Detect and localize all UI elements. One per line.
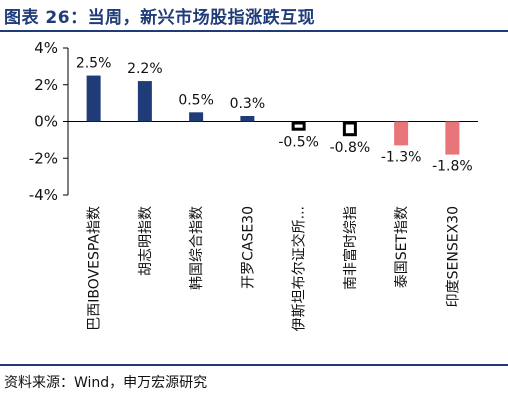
category-label: 伊斯坦布尔证交所... bbox=[291, 206, 308, 331]
data-label: 2.5% bbox=[76, 56, 112, 72]
bar bbox=[394, 121, 409, 146]
data-label: -0.8% bbox=[330, 140, 371, 156]
category-label: 南非富时综指 bbox=[342, 206, 359, 290]
data-label: -0.5% bbox=[278, 135, 319, 151]
y-tick-label: 4% bbox=[34, 39, 58, 57]
label-layer: 2.5% 巴西IBOVESPA指数 2.2% 胡志明指数 0.5% 韩国综合指数 0.3% 开… bbox=[76, 56, 473, 332]
bar bbox=[291, 121, 306, 131]
data-label: 0.5% bbox=[178, 92, 214, 108]
y-tick-label: 0% bbox=[34, 113, 58, 131]
bar bbox=[86, 75, 101, 122]
bar bbox=[342, 121, 357, 137]
source-note: 资料来源：Wind，申万宏源研究 bbox=[4, 375, 208, 391]
category-label: 巴西IBOVESPA指数 bbox=[87, 206, 103, 331]
category-label: 胡志明指数 bbox=[138, 206, 154, 276]
axis-layer: 4% 2% 0% -2% -4% bbox=[29, 39, 478, 204]
y-tick-label: -4% bbox=[29, 186, 58, 204]
bar bbox=[137, 81, 152, 122]
category-label: 韩国综合指数 bbox=[189, 206, 205, 290]
data-label: -1.3% bbox=[381, 149, 422, 165]
bar bbox=[189, 112, 204, 122]
data-label: -1.8% bbox=[432, 159, 473, 175]
category-label: 泰国SET指数 bbox=[394, 206, 410, 288]
category-label: 印度SENSEX30 bbox=[445, 206, 461, 307]
y-tick-label: -2% bbox=[29, 149, 58, 167]
source-divider bbox=[0, 364, 508, 366]
chart-title: 图表 26：当周，新兴市场股指涨跌互现 bbox=[4, 8, 316, 28]
bar-layer bbox=[86, 75, 460, 155]
bar bbox=[240, 115, 255, 122]
bar-chart: 4% 2% 0% -2% -4% 2.5% 巴西IBOVESPA指数 2.2% 胡志明指数 0.… bbox=[29, 39, 478, 332]
bar bbox=[445, 121, 460, 155]
y-tick-label: 2% bbox=[34, 76, 58, 94]
data-label: 2.2% bbox=[127, 61, 163, 77]
title-divider bbox=[0, 30, 508, 32]
data-label: 0.3% bbox=[230, 96, 266, 112]
category-label: 开罗CASE30 bbox=[240, 206, 256, 289]
